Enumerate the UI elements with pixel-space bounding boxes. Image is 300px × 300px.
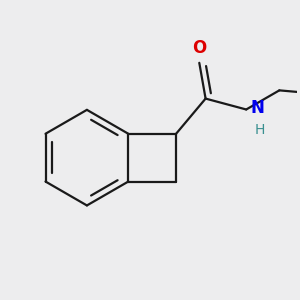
Text: H: H [254,123,265,137]
Text: O: O [192,39,206,57]
Text: N: N [250,99,264,117]
